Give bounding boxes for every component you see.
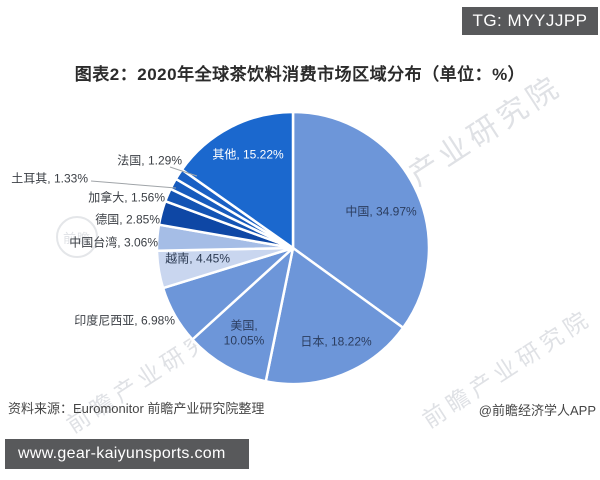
watermark-logo-label: 前瞻	[62, 230, 91, 246]
watermark-logo-icon: 前瞻	[56, 216, 98, 258]
tg-badge: TG: MYYJJPP	[462, 7, 598, 35]
leader-line-france	[169, 166, 198, 177]
chart-title: 图表2：2020年全球茶饮料消费市场区域分布（单位：%）	[74, 65, 526, 84]
pie-slice-china	[291, 110, 431, 330]
source-note: 资料来源：Euromonitor 前瞻产业研究院整理	[8, 401, 265, 416]
pie-slice-others	[180, 110, 295, 250]
site-bar: www.gear-kaiyunsports.com	[5, 439, 249, 469]
pie-slice-japan	[264, 246, 405, 386]
leader-line-turkey	[90, 180, 177, 189]
credit-note: @前瞻经济学人APP	[478, 403, 596, 418]
footer-row: 资料来源：Euromonitor 前瞻产业研究院整理 @前瞻经济学人APP	[0, 398, 600, 418]
pie-slice-usa	[191, 246, 295, 383]
